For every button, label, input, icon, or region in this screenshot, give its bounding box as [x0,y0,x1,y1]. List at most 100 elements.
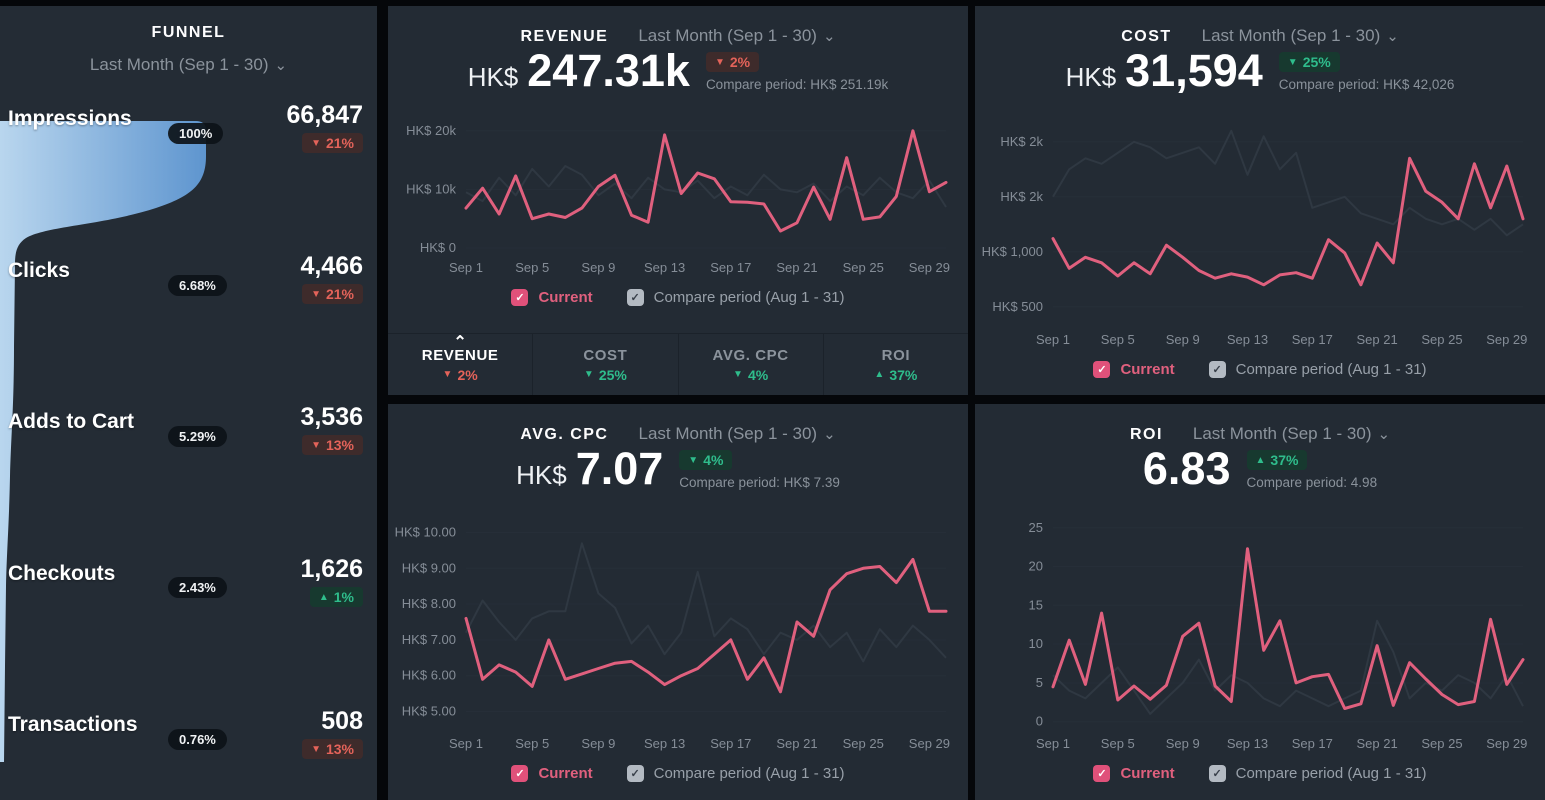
cpc-value: 7.07 [575,443,664,494]
cost-compare-note: Compare period: HK$ 42,026 [1278,77,1455,92]
svg-text:Sep 21: Sep 21 [776,736,817,751]
svg-text:Sep 1: Sep 1 [449,736,483,751]
svg-text:15: 15 [1029,597,1043,612]
svg-text:Sep 21: Sep 21 [776,260,817,275]
chevron-down-icon: ⌄ [823,426,836,443]
revenue-value: 247.31k [527,45,690,96]
cost-title: COST [1121,28,1172,45]
stage-delta-badge: ▼ 21% [302,133,363,153]
tab-cost[interactable]: COST ▼ 25% [532,334,677,395]
roi-period-dropdown[interactable]: Last Month (Sep 1 - 30) ⌄ [1193,424,1390,444]
svg-text:Sep 9: Sep 9 [1166,736,1200,751]
stage-delta-badge: ▼ 13% [302,435,363,455]
svg-text:HK$ 1,000: HK$ 1,000 [982,244,1043,259]
svg-text:Sep 21: Sep 21 [1356,736,1397,751]
svg-text:10: 10 [1029,636,1043,651]
stage-rate-pill: 6.68% [168,275,227,296]
svg-text:HK$ 500: HK$ 500 [992,299,1043,314]
svg-text:HK$ 7.00: HK$ 7.00 [402,632,456,647]
svg-text:HK$ 5.00: HK$ 5.00 [402,704,456,719]
currency-prefix: HK$ [516,460,567,490]
compare-label: Compare period (Aug 1 - 31) [653,288,845,306]
tab-delta: ▲ 37% [874,367,917,383]
triangle-icon: ▼ [442,369,453,380]
svg-text:Sep 13: Sep 13 [644,736,685,751]
svg-text:Sep 25: Sep 25 [843,260,884,275]
checkbox-checked-icon: ✓ [1208,360,1226,378]
current-label: Current [538,764,593,782]
cost-chart: HK$ 2k HK$ 2k HK$ 1,000 HK$ 500 Sep 1 Sep 5 Se… [982,129,1527,347]
svg-text:Sep 1: Sep 1 [1036,736,1070,751]
svg-text:Sep 9: Sep 9 [581,260,615,275]
current-checkbox[interactable]: ✓ Current [1093,764,1175,782]
compare-checkbox[interactable]: ✓ Compare period (Aug 1 - 31) [1208,360,1427,378]
chevron-down-icon: ⌄ [822,28,836,45]
current-checkbox[interactable]: ✓ Current [1093,360,1175,378]
current-label: Current [1120,764,1175,782]
checkbox-checked-icon: ✓ [1093,360,1111,378]
svg-text:Sep 9: Sep 9 [1166,332,1200,347]
triangle-icon: ▲ [1255,454,1266,466]
svg-text:0: 0 [1036,714,1043,729]
svg-text:Sep 29: Sep 29 [909,736,950,751]
svg-text:Sep 17: Sep 17 [710,260,751,275]
compare-checkbox[interactable]: ✓ Compare period (Aug 1 - 31) [1208,764,1427,782]
revenue-delta-value: 2% [729,54,751,70]
compare-checkbox[interactable]: ✓ Compare period (Aug 1 - 31) [626,288,845,306]
roi-compare-note: Compare period: 4.98 [1246,475,1378,490]
funnel-title: FUNNEL [151,24,226,41]
roi-delta-badge: ▲ 37% [1246,450,1308,470]
svg-text:Sep 21: Sep 21 [1356,332,1397,347]
svg-text:Sep 17: Sep 17 [1292,332,1333,347]
metric-tabs: ⌃ REVENUE ▼ 2% COST ▼ 25% AVG. CPC ▼ 4% ROI… [388,333,968,395]
avg-cpc-chart: HK$ 10.00 HK$ 9.00 HK$ 8.00 HK$ 7.00 HK$ 6.0… [395,525,950,752]
compare-label: Compare period (Aug 1 - 31) [1235,360,1427,378]
svg-text:Sep 17: Sep 17 [1292,736,1333,751]
chevron-down-icon: ⌄ [1386,28,1399,45]
currency-prefix: HK$ [1065,62,1117,92]
svg-text:HK$ 2k: HK$ 2k [1000,189,1043,204]
tab-avg-cpc[interactable]: AVG. CPC ▼ 4% [677,334,823,395]
stage-label: Transactions [8,713,138,736]
svg-text:Sep 5: Sep 5 [1101,736,1135,751]
svg-text:Sep 5: Sep 5 [515,260,549,275]
compare-checkbox[interactable]: ✓ Compare period (Aug 1 - 31) [626,764,845,782]
checkbox-checked-icon: ✓ [1208,764,1226,782]
stage-label: Clicks [8,259,70,282]
stage-value: 66,847 [286,101,363,129]
cpc-period-dropdown[interactable]: Last Month (Sep 1 - 30) ⌄ [638,424,835,444]
svg-text:HK$ 10k: HK$ 10k [406,181,456,196]
revenue-period-dropdown[interactable]: Last Month (Sep 1 - 30) ⌄ [638,26,835,46]
triangle-icon: ▼ [311,743,321,755]
cpc-delta-value: 4% [703,452,724,468]
stage-delta-value: 1% [333,589,354,605]
triangle-icon: ▼ [583,369,594,380]
current-checkbox[interactable]: ✓ Current [511,764,593,782]
stage-delta-value: 21% [325,135,354,151]
funnel-period-dropdown[interactable]: Last Month (Sep 1 - 30) ⌄ [90,55,287,75]
cpc-delta-badge: ▼ 4% [679,450,733,470]
checkbox-checked-icon: ✓ [626,764,644,782]
stage-delta-badge: ▼ 21% [302,284,363,304]
current-checkbox[interactable]: ✓ Current [511,288,593,306]
svg-text:Sep 1: Sep 1 [449,260,483,275]
stage-value: 508 [321,707,363,735]
revenue-title: REVENUE [520,28,609,45]
svg-text:Sep 9: Sep 9 [581,736,615,751]
revenue-chart: HK$ 20k HK$ 10k HK$ 0 Sep 1 Sep 5 Sep 9 Sep 13… [406,123,950,275]
funnel-panel: FUNNEL Last Month (Sep 1 - 30) ⌄ Impressi… [0,6,377,800]
cost-value: 31,594 [1125,45,1263,96]
tab-revenue[interactable]: ⌃ REVENUE ▼ 2% [388,334,532,395]
tab-delta: ▼ 4% [733,367,768,383]
triangle-icon: ▲ [318,591,329,603]
stage-rate-pill: 2.43% [168,577,227,598]
tab-label: COST [583,346,628,364]
svg-text:HK$ 9.00: HK$ 9.00 [402,560,456,575]
svg-text:Sep 29: Sep 29 [909,260,950,275]
roi-value: 6.83 [1142,443,1231,494]
cost-period-dropdown[interactable]: Last Month (Sep 1 - 30) ⌄ [1202,26,1399,46]
cost-delta-value: 25% [1302,54,1331,70]
roi-title: ROI [1129,426,1163,443]
svg-text:25: 25 [1029,520,1043,535]
tab-roi[interactable]: ROI ▲ 37% [822,334,968,395]
